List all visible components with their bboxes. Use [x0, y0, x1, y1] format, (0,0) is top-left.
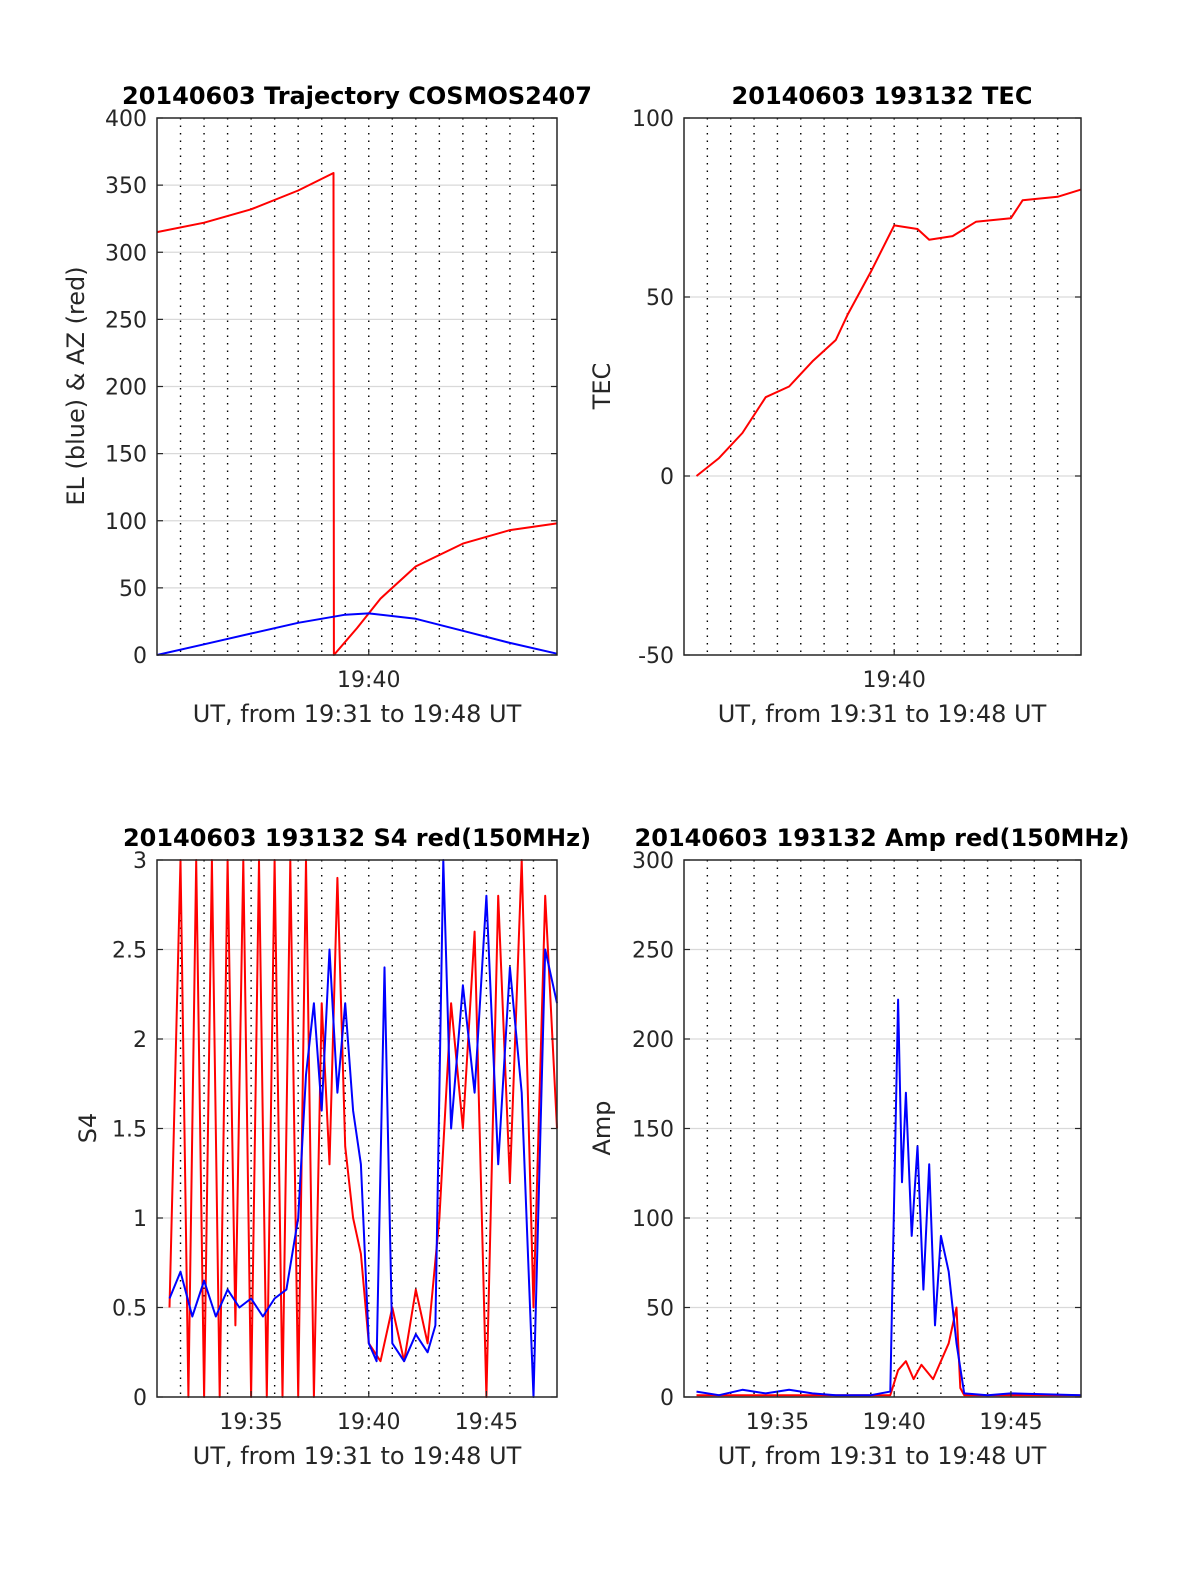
y-tick-label: 50: [119, 577, 147, 602]
amp-x-axis-label: UT, from 19:31 to 19:48 UT: [718, 1442, 1047, 1470]
tec-ticks: -50 0 50 100 19:40: [632, 107, 1081, 693]
y-tick-label: 250: [105, 308, 147, 333]
trajectory-title: 20140603 Trajectory COSMOS2407: [122, 82, 592, 110]
y-tick-label: 2.5: [112, 939, 147, 964]
s4-y-axis-label: S4: [74, 1113, 102, 1144]
amp-ticks: 0 50 100 150 200 250 300 19:35 19:40 19:45: [632, 849, 1081, 1435]
amp-series: [696, 998, 1082, 1397]
y-tick-label: 300: [105, 241, 147, 266]
y-tick-label: 0: [660, 1386, 674, 1411]
y-tick-label: 200: [105, 376, 147, 401]
trajectory-series: [156, 172, 558, 656]
y-tick-label: 0: [660, 465, 674, 490]
x-tick-label: 19:40: [862, 668, 925, 693]
y-tick-label: 50: [646, 1297, 674, 1322]
blue-series-line: [696, 998, 1082, 1397]
x-tick-label: 19:45: [455, 1410, 518, 1435]
y-tick-label: 300: [632, 849, 674, 874]
y-tick-label: 100: [105, 510, 147, 535]
s4-ticks: 0 0.5 1 1.5 2 2.5 3 19:35 19:40 19:45: [112, 849, 557, 1435]
s4-series: [168, 859, 558, 1398]
x-tick-label: 19:35: [746, 1410, 809, 1435]
tec-y-axis-label: TEC: [588, 363, 616, 411]
amp-title: 20140603 193132 Amp red(150MHz): [635, 824, 1130, 852]
y-tick-label: 200: [632, 1028, 674, 1053]
x-tick-label: 19:40: [862, 1410, 925, 1435]
amp-grid: [684, 860, 1081, 1397]
y-tick-label: 150: [632, 1118, 674, 1143]
tec-panel: -50 0 50 100 19:40 20140603 193132 TEC UT, f…: [588, 82, 1082, 728]
x-tick-label: 19:40: [337, 668, 400, 693]
y-tick-label: 0: [133, 1386, 147, 1411]
y-tick-label: -50: [638, 644, 674, 669]
y-tick-label: 100: [632, 1207, 674, 1232]
s4-x-axis-label: UT, from 19:31 to 19:48 UT: [193, 1442, 522, 1470]
tec-x-axis-label: UT, from 19:31 to 19:48 UT: [718, 700, 1047, 728]
tec-series: [695, 188, 1082, 477]
amp-panel: 0 50 100 150 200 250 300 19:35 19:40 19:45 201406…: [588, 824, 1129, 1470]
trajectory-y-axis-label: EL (blue) & AZ (red): [62, 266, 90, 505]
blue-series-line: [168, 859, 558, 1398]
s4-grid: [157, 860, 557, 1397]
y-tick-label: 150: [105, 443, 147, 468]
y-tick-label: 0: [133, 644, 147, 669]
y-tick-label: 400: [105, 107, 147, 132]
x-tick-label: 19:45: [979, 1410, 1042, 1435]
blue-series-line: [156, 612, 558, 656]
tec-title: 20140603 193132 TEC: [732, 82, 1033, 110]
y-tick-label: 1: [133, 1207, 147, 1232]
trajectory-grid: [157, 118, 557, 655]
red-series-line: [695, 188, 1082, 477]
y-tick-label: 100: [632, 107, 674, 132]
x-tick-label: 19:40: [337, 1410, 400, 1435]
y-tick-label: 0.5: [112, 1297, 147, 1322]
s4-title: 20140603 193132 S4 red(150MHz): [123, 824, 591, 852]
y-tick-label: 250: [632, 939, 674, 964]
y-tick-label: 50: [646, 286, 674, 311]
trajectory-x-axis-label: UT, from 19:31 to 19:48 UT: [193, 700, 522, 728]
x-tick-label: 19:35: [219, 1410, 282, 1435]
trajectory-ticks: 0 50 100 150 200 250 300 350 400 19:40: [105, 107, 557, 693]
amp-y-axis-label: Amp: [588, 1100, 616, 1155]
trajectory-panel: 0 50 100 150 200 250 300 350 400 19:40 20140603 T…: [62, 82, 592, 728]
tec-grid: [684, 118, 1081, 655]
y-tick-label: 3: [133, 849, 147, 874]
tec-plot-frame: [683, 117, 1082, 656]
red-series-line: [156, 172, 558, 656]
s4-panel: 0 0.5 1 1.5 2 2.5 3 19:35 19:40 19:45 20140603 19…: [74, 824, 591, 1470]
y-tick-label: 350: [105, 174, 147, 199]
y-tick-label: 2: [133, 1028, 147, 1053]
y-tick-label: 1.5: [112, 1118, 147, 1143]
red-series-line: [696, 1306, 1081, 1397]
